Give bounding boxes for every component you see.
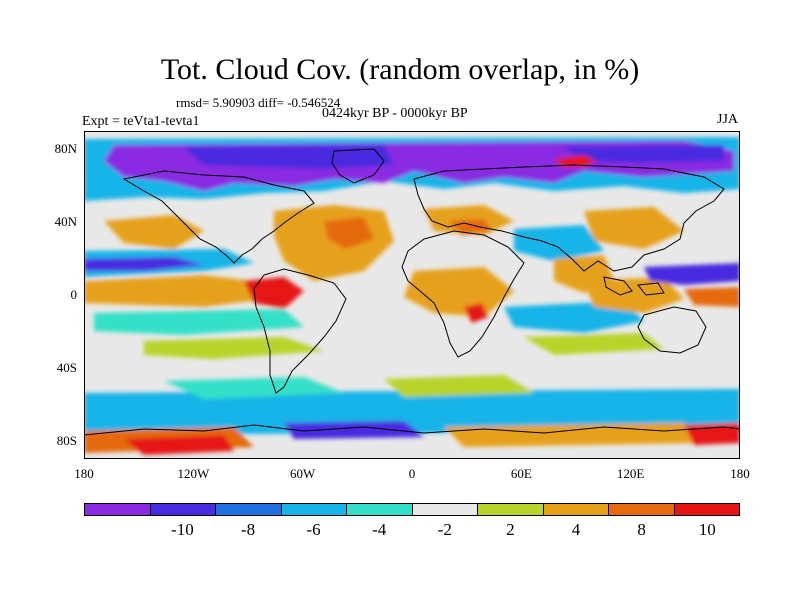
antarctic-red-east: [684, 423, 740, 445]
longitude-tick-label: 120W: [177, 466, 210, 481]
latitude-tick-label: 40S: [56, 359, 77, 375]
map-panel: [84, 131, 740, 459]
australia-coastline: [637, 306, 707, 354]
colorbar-swatch: [478, 504, 544, 515]
colorbar-tick-label: -8: [240, 520, 256, 539]
colorbar-tick-label: 2: [506, 520, 515, 539]
west-pacific-purple: [644, 263, 740, 285]
south-pacific-yellow: [144, 337, 324, 359]
latitude-tick-label: 80S: [56, 432, 77, 448]
map-title: Tot. Cloud Cov. (random overlap, in %): [160, 53, 640, 86]
eurasia-coastline: [413, 164, 725, 272]
asia-positive: [584, 207, 684, 249]
atlantic-positive-core: [324, 217, 374, 249]
longitude-tick-label: 0: [408, 466, 416, 481]
colorbar-swatch: [412, 504, 478, 515]
colorbar-swatch: [674, 504, 739, 515]
colorbar-tick-label: 8: [637, 520, 646, 539]
colorbar-swatch: [609, 504, 675, 515]
maritime-continent-positive: [584, 277, 684, 313]
longitude-tick-label: 60E: [510, 466, 532, 481]
longitude-tick-label: 60W: [290, 466, 316, 481]
colorbar-tick-label: 10: [698, 520, 716, 539]
southern-ocean-teal: [164, 377, 344, 399]
colorbar-swatch: [85, 504, 151, 515]
southern-ocean-cyan: [84, 389, 740, 435]
anomaly-field: [84, 137, 740, 455]
colorbar-tick-label: -10: [171, 520, 194, 539]
stats-line: rmsd= 5.90903 diff= -0.546524: [176, 95, 341, 110]
africa-red-core: [464, 303, 488, 323]
season-label: JJA: [717, 112, 739, 127]
antarctic-purple: [284, 421, 424, 439]
cloud-anomaly-map: [84, 131, 740, 459]
colorbar-swatch: [543, 504, 609, 515]
colorbar-tick-label: -6: [306, 520, 321, 539]
indian-ocean-cyan: [504, 301, 644, 333]
south-america-positive: [244, 277, 304, 309]
africa-positive: [404, 267, 514, 317]
indonesia-coastline: [603, 276, 665, 296]
east-pacific-cyan: [94, 309, 304, 335]
south-indian-yellow: [524, 333, 664, 355]
greenland-coastline: [331, 148, 385, 184]
longitude-tick-label: 180: [730, 466, 750, 481]
arctic-purple-east: [564, 145, 724, 163]
south-america-coastline: [253, 268, 347, 394]
asia-cyan: [514, 225, 604, 261]
tropics-purple-pacific: [84, 257, 204, 271]
southern-ocean-yellow: [384, 375, 534, 397]
colorbar-tick-label: -4: [372, 520, 387, 539]
africa-coastline: [401, 230, 525, 358]
period-label: 0424kyr BP - 0000kyr BP: [322, 106, 468, 121]
colorbar-swatch: [150, 504, 216, 515]
equatorial-pacific-positive: [84, 275, 284, 307]
longitude-tick-label: 120E: [616, 466, 645, 481]
north-pacific-positive: [104, 215, 204, 249]
antarctic-red: [124, 435, 234, 455]
north-america-coastline: [122, 170, 315, 264]
latitude-tick-label: 80N: [54, 141, 77, 157]
map-frame: [84, 131, 740, 459]
latitude-tick-label: 40N: [54, 214, 77, 230]
colorbar-tick-label: -2: [437, 520, 452, 539]
longitude-tick-label: 180: [74, 466, 94, 481]
latitude-tick-label: 0: [70, 287, 78, 302]
colorbar-swatch: [347, 504, 413, 515]
colorbar-swatch: [216, 504, 282, 515]
colorbar-swatch: [281, 504, 347, 515]
colorbar-tick-label: 4: [571, 520, 581, 539]
coastlines: [84, 148, 740, 436]
west-pacific-red: [684, 287, 740, 307]
mediterranean-positive: [449, 219, 492, 235]
siberia-positive: [554, 155, 596, 167]
experiment-label: Expt = teVta1-tevta1: [82, 114, 200, 129]
colorbar: [84, 503, 740, 516]
antarctica-coastline: [84, 424, 740, 436]
antarctic-orange-east: [444, 423, 704, 447]
